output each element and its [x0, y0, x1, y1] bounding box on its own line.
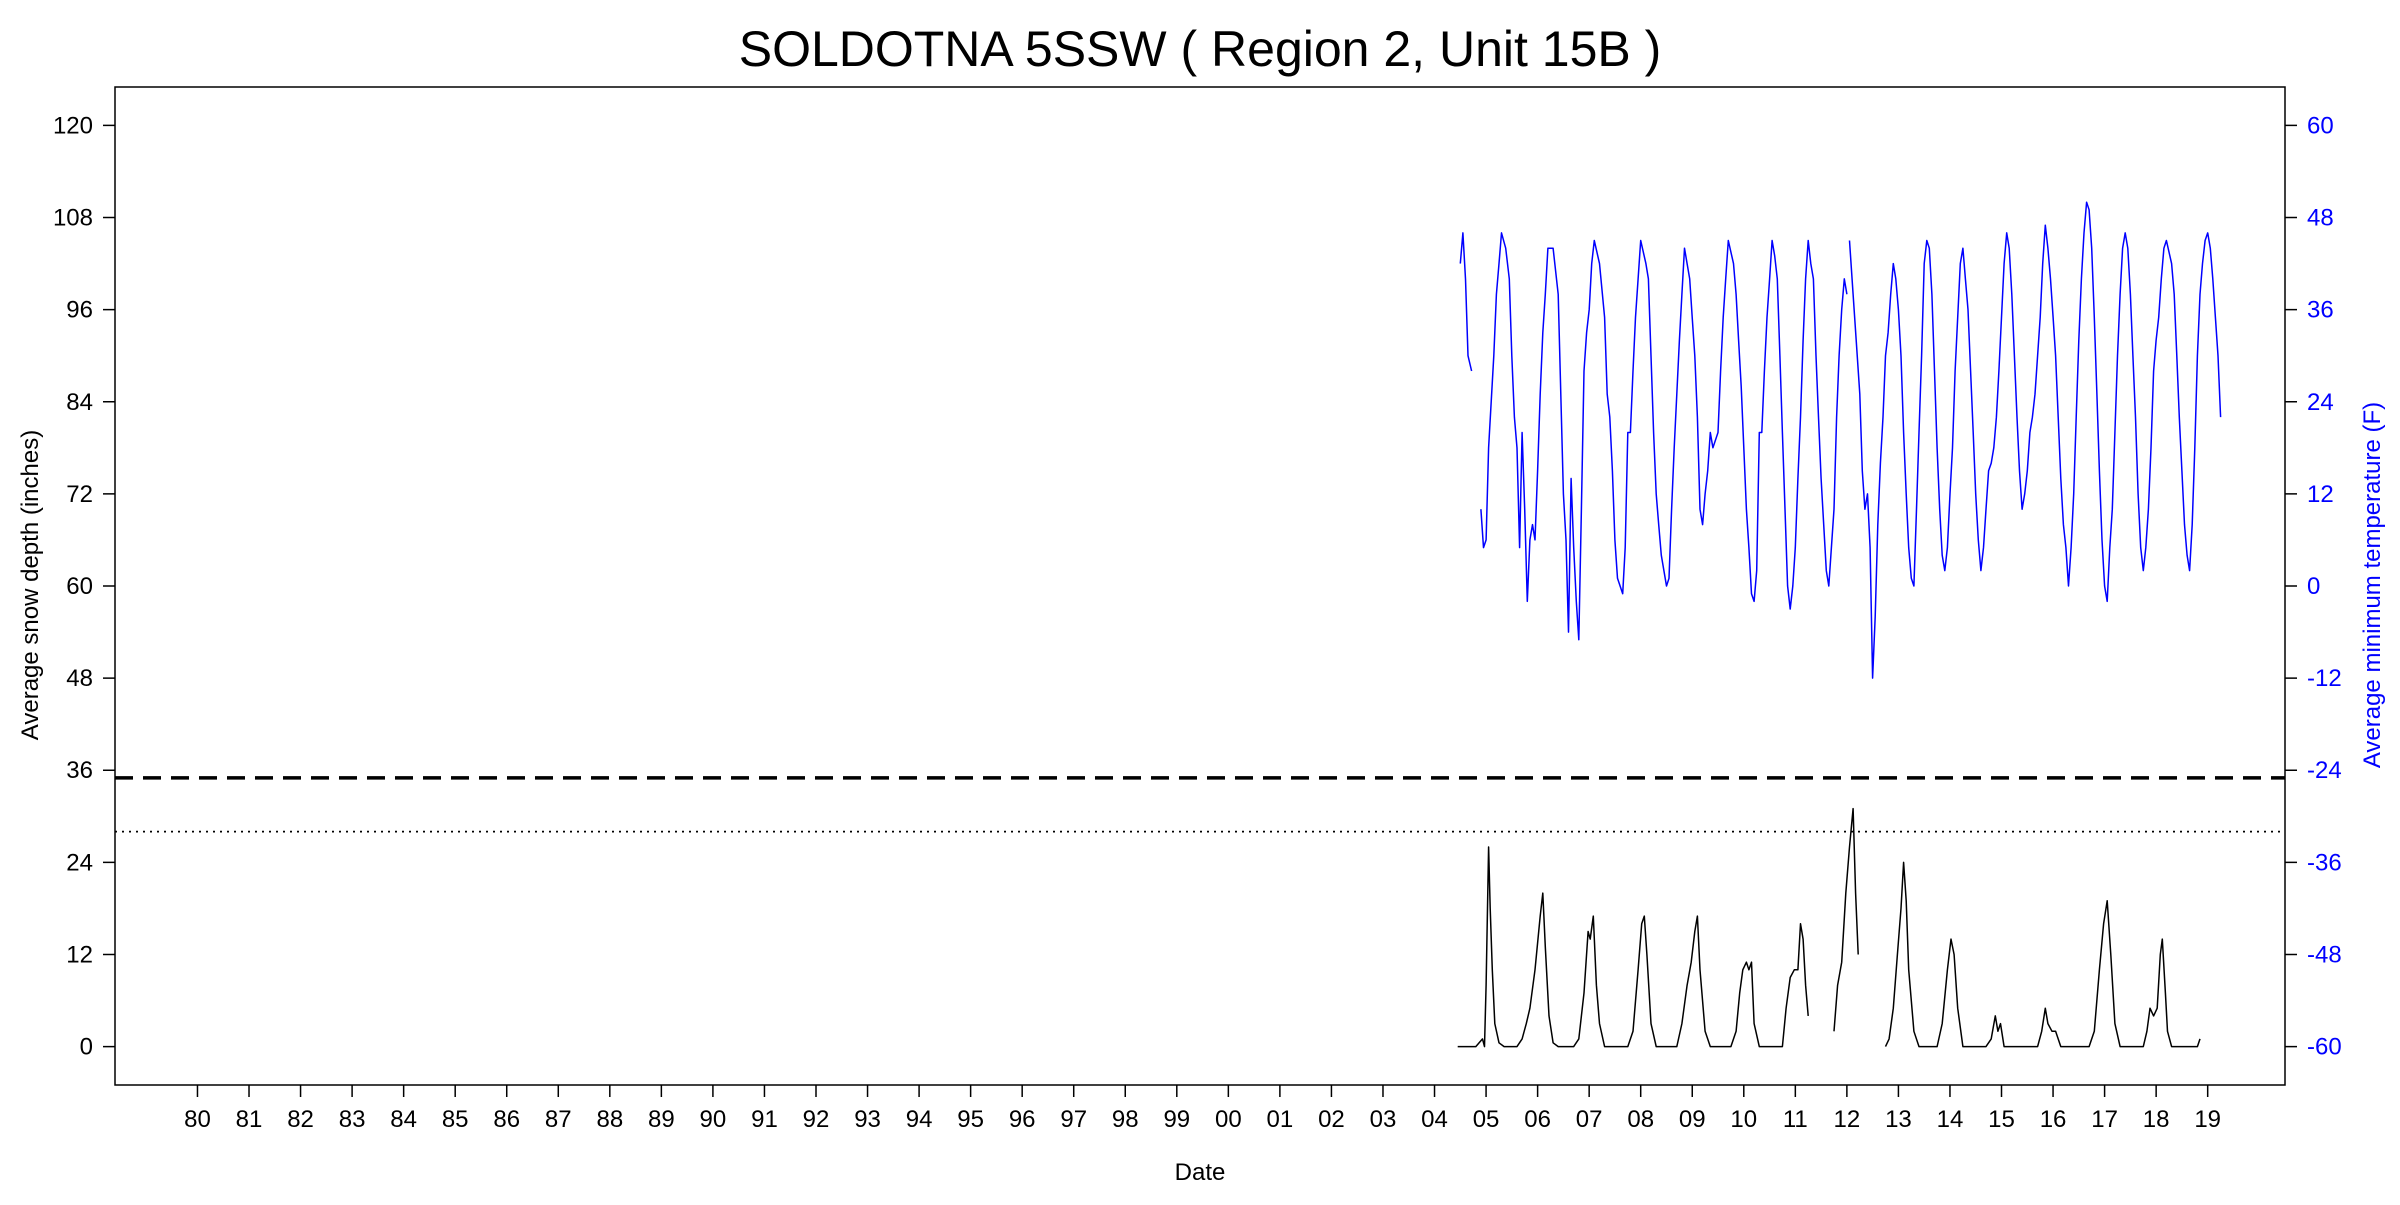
y-left-tick-label: 24 — [66, 849, 93, 876]
y-axis-right-label: Average minimum temperature (F) — [2359, 402, 2386, 768]
y-left-tick-label: 72 — [66, 481, 93, 508]
y-right-tick-label: 60 — [2307, 112, 2334, 139]
y-right-tick-label: 24 — [2307, 389, 2334, 416]
x-tick-label: 97 — [1060, 1106, 1087, 1133]
x-tick-label: 88 — [596, 1106, 623, 1133]
x-tick-label: 84 — [390, 1106, 417, 1133]
y-left-tick-label: 60 — [66, 573, 93, 600]
x-tick-label: 11 — [1783, 1106, 1808, 1133]
x-tick-label: 93 — [854, 1106, 881, 1133]
y-left-tick-label: 84 — [66, 389, 93, 416]
x-tick-label: 07 — [1576, 1106, 1603, 1133]
x-tick-label: 90 — [700, 1106, 727, 1133]
y-left-tick-label: 48 — [66, 665, 93, 692]
x-tick-label: 04 — [1421, 1106, 1448, 1133]
x-tick-label: 10 — [1730, 1106, 1757, 1133]
y-right-tick-label: -24 — [2307, 757, 2342, 784]
y-left-tick-label: 96 — [66, 297, 93, 324]
y-left-tick-label: 108 — [53, 205, 93, 232]
x-tick-label: 86 — [493, 1106, 520, 1133]
x-tick-label: 09 — [1679, 1106, 1706, 1133]
y-left-tick-label: 0 — [80, 1034, 93, 1061]
x-tick-label: 91 — [751, 1106, 778, 1133]
snow-depth-series-line — [1457, 807, 2201, 1048]
chart-title: SOLDOTNA 5SSW ( Region 2, Unit 15B ) — [739, 21, 1662, 77]
y-left-tick-label: 12 — [66, 941, 93, 968]
y-right-tick-label: 12 — [2307, 481, 2334, 508]
x-tick-label: 16 — [2040, 1106, 2067, 1133]
x-tick-label: 95 — [957, 1106, 984, 1133]
x-tick-label: 00 — [1215, 1106, 1242, 1133]
x-tick-label: 94 — [906, 1106, 933, 1133]
y-right-tick-label: 36 — [2307, 297, 2334, 324]
x-tick-label: 05 — [1473, 1106, 1500, 1133]
y-axis-left-label: Average snow depth (inches) — [17, 430, 44, 740]
y-right-tick-label: -36 — [2307, 849, 2342, 876]
y-left-tick-label: 36 — [66, 757, 93, 784]
y-right-tick-label: 0 — [2307, 573, 2320, 600]
y-right-tick-label: 48 — [2307, 205, 2334, 232]
x-tick-label: 14 — [1937, 1106, 1964, 1133]
x-tick-label: 15 — [1988, 1106, 2015, 1133]
x-tick-label: 02 — [1318, 1106, 1345, 1133]
y-right-tick-label: -12 — [2307, 665, 2342, 692]
y-right-tick-label: -60 — [2307, 1034, 2342, 1061]
x-axis-label: Date — [1175, 1159, 1226, 1186]
plot-area: 01224364860728496108120-60-48-36-24-1201… — [53, 86, 2342, 1133]
x-tick-label: 82 — [287, 1106, 314, 1133]
x-tick-label: 83 — [339, 1106, 366, 1133]
x-tick-label: 08 — [1627, 1106, 1654, 1133]
y-right-tick-label: -48 — [2307, 941, 2342, 968]
x-tick-label: 98 — [1112, 1106, 1139, 1133]
x-tick-label: 13 — [1885, 1106, 1912, 1133]
x-tick-label: 89 — [648, 1106, 675, 1133]
x-tick-label: 01 — [1267, 1106, 1294, 1133]
x-tick-label: 92 — [803, 1106, 830, 1133]
x-tick-label: 19 — [2194, 1106, 2221, 1133]
x-tick-label: 85 — [442, 1106, 469, 1133]
y-left-tick-label: 120 — [53, 112, 93, 139]
x-tick-label: 12 — [1834, 1106, 1861, 1133]
temperature-series-line — [1459, 201, 2222, 679]
x-tick-label: 17 — [2091, 1106, 2118, 1133]
x-tick-label: 99 — [1163, 1106, 1190, 1133]
x-tick-label: 87 — [545, 1106, 572, 1133]
x-tick-label: 03 — [1370, 1106, 1397, 1133]
x-tick-label: 18 — [2143, 1106, 2170, 1133]
x-tick-label: 06 — [1524, 1106, 1551, 1133]
x-tick-label: 81 — [236, 1106, 263, 1133]
x-tick-label: 96 — [1009, 1106, 1036, 1133]
plot-frame — [114, 86, 2286, 1086]
x-tick-label: 80 — [184, 1106, 211, 1133]
